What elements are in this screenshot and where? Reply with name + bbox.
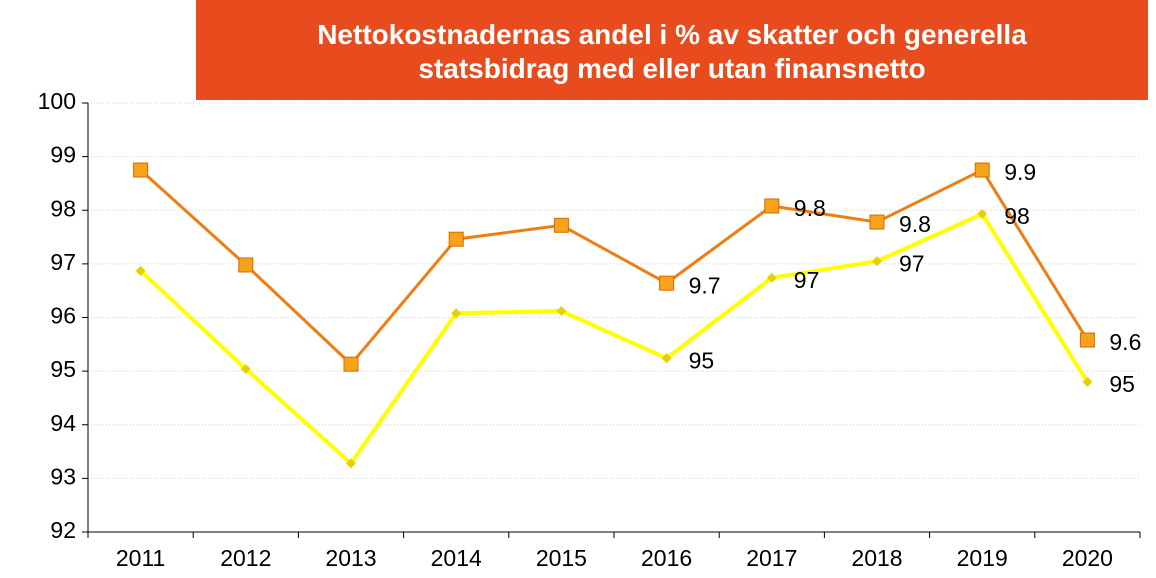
marker	[764, 198, 780, 214]
marker	[451, 308, 462, 319]
data-label: 9.8	[794, 195, 826, 221]
data-label: 97	[899, 250, 925, 276]
data-label: 9.6	[1109, 329, 1141, 355]
marker	[869, 214, 885, 230]
y-tick-label: 92	[50, 517, 76, 543]
marker	[766, 272, 777, 283]
x-tick-label: 2019	[957, 545, 1008, 571]
y-tick-label: 96	[50, 303, 76, 329]
marker	[872, 256, 882, 267]
marker	[133, 162, 149, 178]
x-tick-label: 2013	[325, 545, 376, 571]
marker	[977, 209, 988, 220]
x-tick-label: 2015	[536, 545, 587, 571]
data-label: 97	[794, 267, 820, 293]
marker	[1079, 332, 1095, 348]
y-tick-label: 98	[50, 195, 76, 221]
x-tick-label: 2018	[851, 545, 902, 571]
marker	[346, 458, 356, 469]
y-tick-label: 94	[50, 410, 76, 436]
y-tick-label: 97	[50, 249, 76, 275]
y-tick-label: 99	[50, 142, 76, 168]
marker	[343, 356, 359, 372]
data-label: 98	[1004, 203, 1030, 229]
x-tick-label: 2017	[746, 545, 797, 571]
y-tick-label: 95	[50, 356, 76, 382]
x-tick-label: 2011	[116, 545, 165, 571]
title-line: statsbidrag med eller utan finansnetto	[418, 53, 926, 84]
data-label: 9.9	[1004, 159, 1036, 185]
marker	[974, 162, 990, 178]
x-tick-label: 2016	[641, 545, 692, 571]
y-tick-label: 93	[50, 463, 76, 489]
x-tick-label: 2020	[1062, 545, 1113, 571]
data-label: 95	[689, 347, 715, 373]
marker	[240, 363, 251, 374]
x-tick-label: 2012	[220, 545, 271, 571]
marker	[661, 353, 672, 364]
chart-title: Nettokostnadernas andel i % av skatter o…	[196, 0, 1148, 100]
marker	[553, 217, 569, 233]
marker	[556, 306, 567, 317]
x-tick-label: 2014	[431, 545, 482, 571]
marker	[1082, 376, 1093, 387]
marker	[238, 257, 254, 273]
y-tick-label: 100	[38, 88, 76, 114]
marker	[659, 275, 675, 291]
marker	[448, 231, 464, 247]
marker	[135, 265, 146, 276]
title-line: Nettokostnadernas andel i % av skatter o…	[317, 19, 1027, 50]
series-line	[139, 168, 1089, 367]
data-label: 9.8	[899, 211, 931, 237]
data-label: 9.7	[689, 272, 721, 298]
data-label: 95	[1109, 371, 1135, 397]
series-line	[139, 211, 1090, 467]
